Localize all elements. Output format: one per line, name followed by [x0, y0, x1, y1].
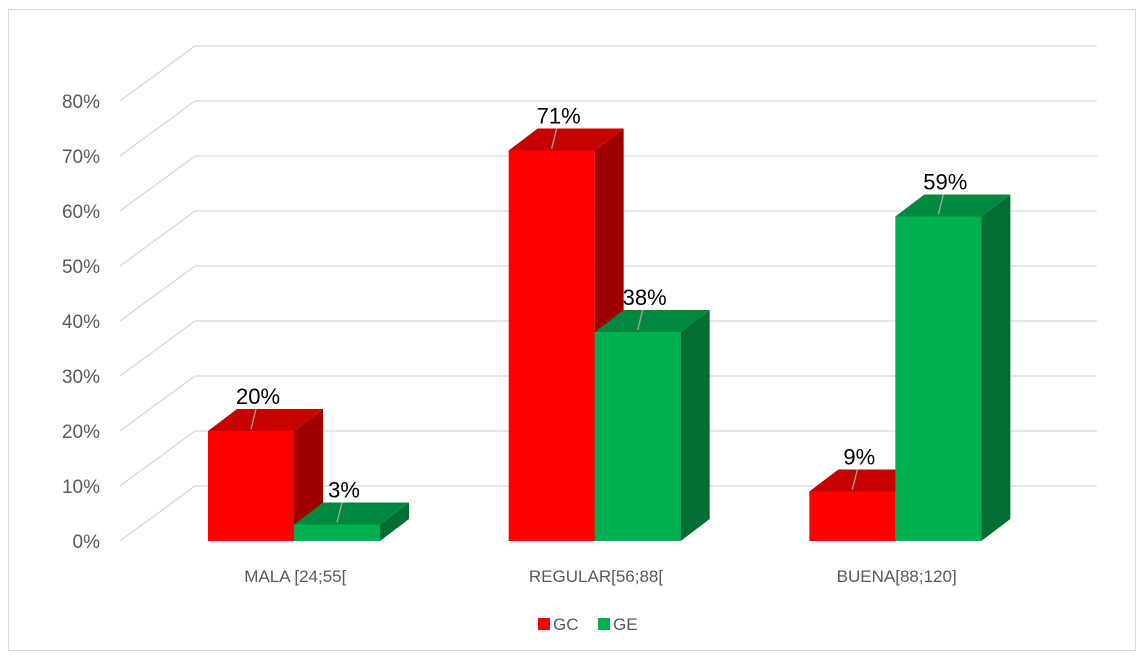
- bar-side-GE-0: [380, 502, 409, 541]
- gridline-diagonal: [119, 45, 196, 102]
- gridline-diagonal: [119, 210, 196, 267]
- leader-line: [336, 502, 343, 523]
- y-tick-label: 70%: [62, 147, 100, 168]
- bar-GC-1: [508, 150, 595, 541]
- bar-top-GC-0: [208, 409, 323, 431]
- gridline-diagonal: [119, 485, 196, 542]
- leader-line: [637, 309, 644, 331]
- gridline-diagonal: [119, 155, 196, 212]
- legend-label-GE: GE: [613, 615, 638, 634]
- data-label-GE-2: 59%: [923, 170, 967, 195]
- x-category-label: REGULAR[56;88[: [529, 567, 663, 586]
- leader-line: [551, 128, 558, 149]
- y-tick-label: 40%: [62, 312, 100, 333]
- legend-swatch-GC: [538, 618, 550, 630]
- y-tick-label: 20%: [62, 422, 100, 443]
- gridline-diagonal: [119, 320, 196, 377]
- gridline-diagonal: [119, 430, 196, 487]
- data-label-GC-1: 71%: [537, 104, 581, 129]
- y-tick-label: 30%: [62, 367, 100, 388]
- y-tick-label: 10%: [62, 477, 100, 498]
- data-label-GE-1: 38%: [623, 285, 667, 310]
- bar-GC-0: [208, 431, 294, 541]
- bar-side-GE-2: [981, 194, 1011, 541]
- gridline-diagonal: [119, 100, 196, 157]
- data-label-GC-2: 9%: [843, 445, 875, 470]
- leader-line: [250, 408, 257, 430]
- bar-GC-2: [809, 491, 896, 541]
- bar-GE-1: [594, 332, 681, 541]
- data-label-GC-0: 20%: [236, 384, 280, 409]
- x-category-label: MALA [24;55[: [244, 567, 346, 586]
- bar-side-GE-1: [680, 310, 710, 541]
- x-category-label: BUENA[88;120]: [837, 567, 957, 586]
- y-tick-label: 50%: [62, 257, 100, 278]
- bar-top-GE-2: [895, 194, 1011, 217]
- bar-top-GE-0: [294, 502, 409, 525]
- leader-line: [851, 469, 858, 490]
- y-tick-label: 80%: [62, 92, 100, 113]
- data-label-GE-0: 3%: [328, 478, 360, 503]
- legend-label-GC: GC: [553, 615, 579, 634]
- bar-top-GC-1: [508, 128, 624, 151]
- gridline-diagonal: [119, 265, 196, 322]
- y-tick-label: 60%: [62, 202, 100, 223]
- gridline-diagonal: [119, 375, 196, 432]
- y-tick-label: 0%: [73, 532, 101, 553]
- legend-swatch-GE: [598, 618, 610, 630]
- bar-GE-2: [895, 216, 982, 541]
- bar-top-GE-1: [594, 310, 710, 332]
- leader-line: [937, 194, 944, 215]
- bar-GE-0: [294, 524, 380, 541]
